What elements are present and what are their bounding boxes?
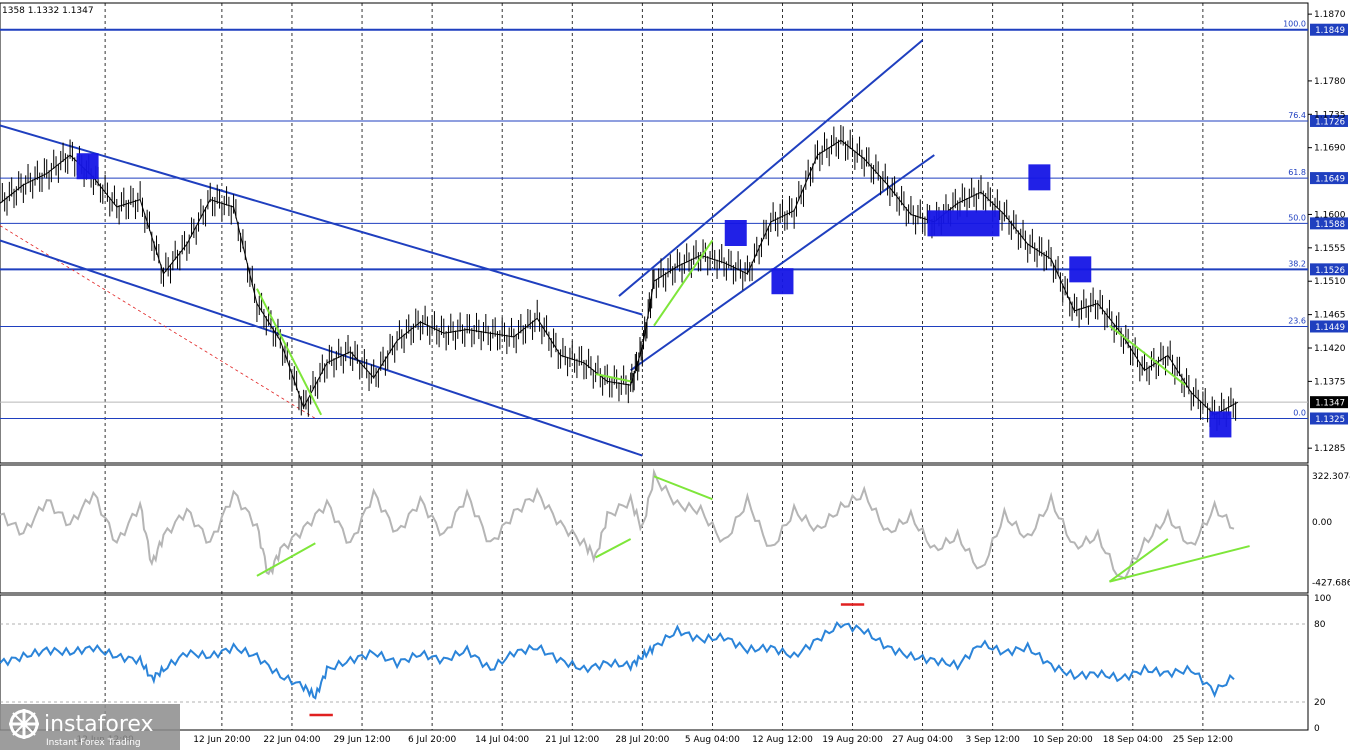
signal-marker [771,268,794,295]
signal-marker [1069,256,1092,283]
x-tick-label: 21 Jul 12:00 [545,735,599,745]
fib-level-percent: 23.6 [1288,316,1306,325]
x-tick-label: 12 Jun 20:00 [193,735,250,745]
current-price-badge [1310,396,1348,409]
logo-tagline: Instant Forex Trading [46,738,141,748]
vertical-grid [104,3,1204,730]
fib-price-label: 1.1526 [1315,266,1345,276]
price-y-tick-label: 1.1870 [1314,10,1346,20]
rsi-y-tick-label: 0 [1314,724,1320,734]
fib-price-label: 1.1325 [1315,415,1345,425]
cci-divergence-line [1109,545,1250,583]
price-panel-frame [0,2,1309,464]
price-divergence-line [1108,324,1186,386]
x-tick-label: 18 Sep 04:00 [1103,735,1163,745]
channel-line [618,39,924,297]
rsi-y-tick-label: 80 [1314,620,1326,630]
cci-y-tick-label: 0.00 [1312,518,1332,528]
fib-price-badge [1310,320,1348,333]
price-y-tick-label: 1.1735 [1314,110,1346,120]
fib-price-badge [1310,412,1348,425]
x-tick-label: 27 Aug 04:00 [892,735,953,745]
fib-price-badge [1310,23,1348,36]
x-tick-label: 22 Jun 04:00 [263,735,320,745]
x-tick-label: 25 Sep 12:00 [1173,735,1233,745]
fib-price-label: 1.1849 [1315,26,1345,36]
fib-level-percent: 61.8 [1288,168,1306,177]
fib-price-label: 1.1588 [1315,220,1345,230]
price-divergence-line [653,239,714,327]
cci-divergence-line [1108,538,1169,583]
fib-price-badge [1310,114,1348,127]
cci-panel-frame [0,464,1309,594]
price-y-tick-label: 1.1465 [1314,311,1346,321]
instaforex-logo: instaforex Instant Forex Trading [0,704,180,750]
fib-level-percent: 76.4 [1288,111,1306,120]
price-y-tick-label: 1.1420 [1314,344,1346,354]
signal-marker [724,220,747,246]
signal-marker [927,210,1000,237]
ohlc-header: 1358 1.1332 1.1347 [2,6,94,16]
x-tick-label: 14 Jul 04:00 [475,735,529,745]
channel-line [0,239,643,457]
price-layer: 100.0 1.1849 76.4 1.1726 61.8 1.1649 50.0 1.158… [0,10,1348,457]
x-tick-label: 28 Jul 20:00 [615,735,669,745]
price-y-tick-label: 1.1375 [1314,377,1346,387]
fib-price-badge [1310,172,1348,185]
signal-marker [1028,164,1051,191]
current-price-label: 1.1347 [1315,399,1345,409]
price-y-tick-label: 1.1780 [1314,77,1346,87]
x-tick-label: 10 Sep 20:00 [1033,735,1093,745]
fib-price-label: 1.1649 [1315,175,1345,185]
price-y-tick-label: 1.1690 [1314,144,1346,154]
rsi-y-tick-label: 20 [1314,698,1326,708]
x-tick-label: 12 Aug 12:00 [752,735,813,745]
cci-divergence-line [653,475,713,501]
rsi-panel-frame [0,594,1309,731]
cci-divergence-line [595,538,632,559]
fib-level-percent: 100.0 [1283,20,1306,29]
cci-y-tick-label: -427.686 [1312,579,1350,589]
cci-layer: 322.3074 0.00 -427.686 [0,468,1350,589]
cci-y-tick-label: 322.3074 [1312,472,1350,482]
rsi-series-line [0,620,1235,700]
x-tick-label: 3 Sep 12:00 [965,735,1020,745]
channel-line [0,124,643,316]
fib-price-label: 1.1449 [1315,323,1345,333]
signal-marker [1209,411,1232,438]
signal-marker [76,153,99,180]
channel-line [630,154,935,372]
x-tick-label: 5 Aug 04:00 [685,735,740,745]
x-tick-label: 6 Jul 20:00 [408,735,457,745]
cci-divergence-line [256,542,316,577]
price-divergence-line [595,372,631,383]
rsi-y-tick-label: 100 [1314,594,1331,604]
price-y-tick-label: 1.1555 [1314,244,1346,254]
price-y-tick-label: 1.1285 [1314,444,1346,454]
price-divergence-line [256,288,323,416]
fib-level-percent: 38.2 [1288,259,1306,268]
x-tick-label: 19 Aug 20:00 [822,735,883,745]
price-y-tick-label: 1.1600 [1314,210,1346,220]
fib-price-badge [1310,217,1348,230]
fib-level-percent: 0.0 [1293,408,1306,417]
x-tick-label: 29 Jun 12:00 [333,735,390,745]
logo-brand: instaforex [44,712,154,737]
price-series-line [0,139,1239,416]
price-y-tick-label: 1.1510 [1314,277,1346,287]
rsi-layer: 100 80 20 0 [0,594,1331,734]
fib-level-percent: 50.0 [1288,213,1306,222]
fib-price-badge [1310,263,1348,276]
cci-series-line [0,468,1235,580]
logo-star-icon [9,709,39,739]
fib-price-label: 1.1726 [1315,117,1345,127]
